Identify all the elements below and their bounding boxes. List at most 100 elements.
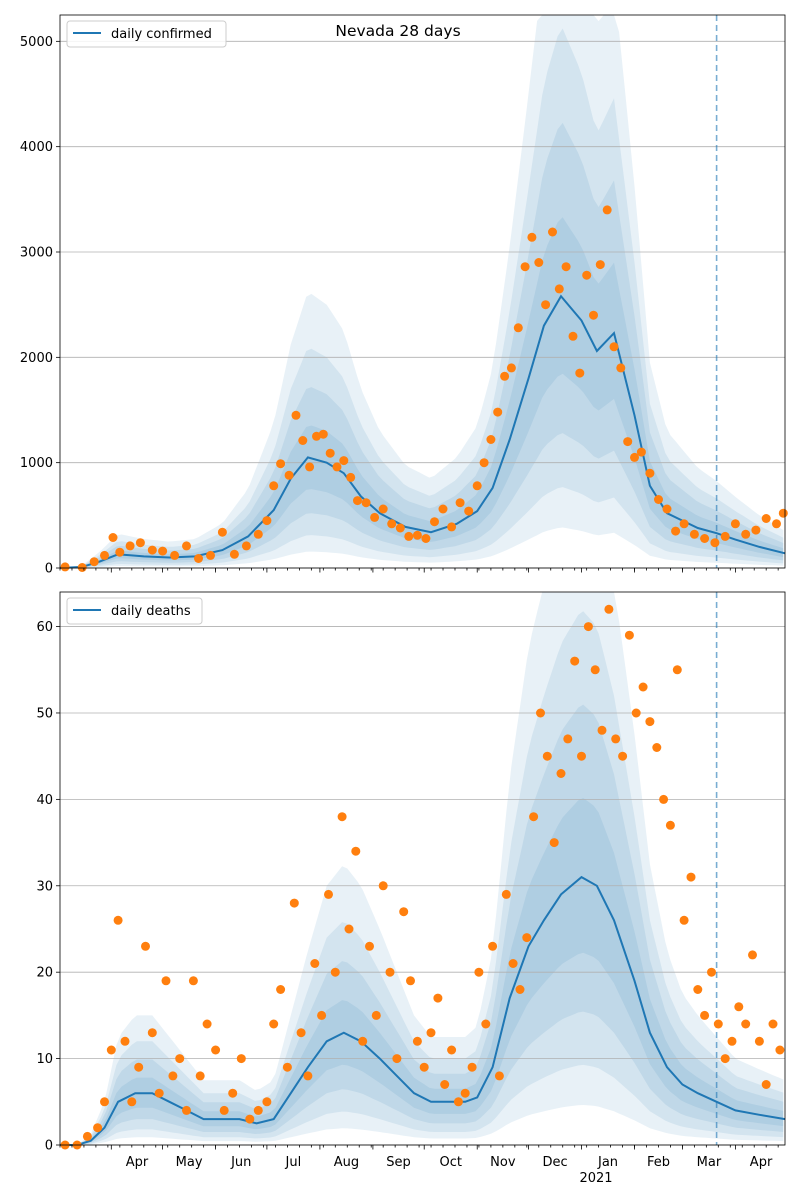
x-tick-label: Sep [386, 1155, 411, 1170]
data-point [602, 205, 612, 215]
data-point [778, 508, 788, 518]
x-tick-label: May [176, 1155, 203, 1170]
data-point [611, 734, 621, 744]
data-point [652, 743, 662, 752]
confidence-band-3 [60, 611, 784, 1145]
y-tick-label: 60 [36, 620, 53, 635]
deaths-panel: 0 10 20 30 40 50 60 Apr May Jun Jul Aug Sep Oct Nov De… [36, 591, 786, 1186]
data-point [577, 751, 586, 761]
data-point [60, 562, 70, 572]
data-point [365, 941, 374, 951]
data-point [168, 1071, 178, 1081]
data-point [556, 769, 566, 778]
data-point [100, 550, 109, 560]
data-point [662, 504, 672, 514]
data-point [440, 1080, 450, 1089]
confidence-bands [60, 15, 784, 569]
data-point [125, 541, 135, 551]
data-point [751, 525, 761, 535]
data-point [520, 262, 530, 272]
y-tick-label: 50 [36, 706, 53, 721]
data-point [623, 437, 633, 447]
data-point [748, 950, 757, 960]
data-point [296, 1028, 306, 1038]
data-point [317, 1010, 327, 1020]
data-point [399, 907, 409, 917]
data-point [679, 519, 689, 529]
legend-label: daily deaths [111, 604, 191, 619]
data-point [508, 959, 518, 968]
data-point [158, 546, 168, 556]
data-point [219, 1105, 229, 1115]
data-point [624, 630, 634, 640]
legend: daily confirmed [66, 20, 227, 48]
data-point [228, 1088, 238, 1098]
confidence-band-1 [60, 798, 784, 1145]
data-point [654, 495, 663, 504]
data-point [337, 812, 347, 822]
data-point [330, 967, 340, 977]
data-point [453, 1097, 463, 1107]
data-point [679, 915, 689, 925]
x-tick-label: Apr [750, 1155, 773, 1170]
data-point [202, 1019, 212, 1029]
confidence-band-3 [60, 28, 784, 568]
data-point [370, 512, 380, 522]
data-point [392, 1054, 402, 1064]
data-point [412, 1036, 422, 1046]
data-point [700, 534, 710, 543]
data-point [385, 967, 395, 977]
data-point [135, 538, 145, 548]
data-point [597, 725, 607, 735]
data-point [536, 708, 545, 718]
data-point [282, 1062, 292, 1072]
data-point [387, 519, 397, 529]
confidence-band-4 [60, 15, 784, 568]
data-point [570, 656, 580, 666]
x-tick-label: Apr [126, 1155, 149, 1170]
data-point [206, 550, 215, 560]
data-point [727, 1036, 737, 1046]
data-point [284, 470, 294, 480]
data-point [460, 1088, 470, 1098]
data-point [672, 665, 682, 675]
data-point [522, 933, 532, 943]
data-point [689, 529, 699, 539]
data-point [426, 1028, 436, 1038]
y-tick-label: 3000 [20, 246, 53, 261]
y-tick-label: 1000 [20, 456, 53, 471]
data-point [161, 976, 171, 986]
data-point [464, 506, 474, 516]
data-point [720, 1054, 730, 1064]
data-point [303, 1071, 313, 1081]
data-point [707, 967, 716, 977]
data-point [501, 889, 511, 899]
data-point [741, 529, 751, 539]
y-tick-label: 4000 [20, 140, 53, 155]
confidence-band-2 [60, 704, 784, 1145]
y-axis-ticks: 0 1000 2000 3000 4000 5000 [20, 35, 60, 577]
data-point [170, 550, 180, 560]
data-point [82, 1131, 92, 1141]
data-point [616, 363, 626, 373]
data-point [645, 468, 655, 478]
y-tick-label: 20 [36, 966, 53, 981]
data-point [154, 1088, 164, 1098]
data-point [734, 1002, 744, 1012]
data-point [486, 435, 496, 444]
data-point [720, 531, 730, 541]
confidence-band-2 [60, 122, 784, 569]
data-point [175, 1054, 185, 1064]
data-point [636, 447, 646, 457]
data-point [241, 541, 251, 551]
y-tick-label: 40 [36, 793, 53, 808]
x-tick-label: Aug [334, 1155, 359, 1170]
data-point [534, 258, 544, 267]
data-point [217, 527, 227, 537]
data-point [700, 1010, 710, 1020]
y-tick-label: 30 [36, 879, 53, 894]
data-point [515, 985, 525, 994]
data-point [182, 1105, 191, 1115]
x-tick-label: Dec [542, 1155, 567, 1170]
x-axis-ticks [59, 568, 779, 573]
